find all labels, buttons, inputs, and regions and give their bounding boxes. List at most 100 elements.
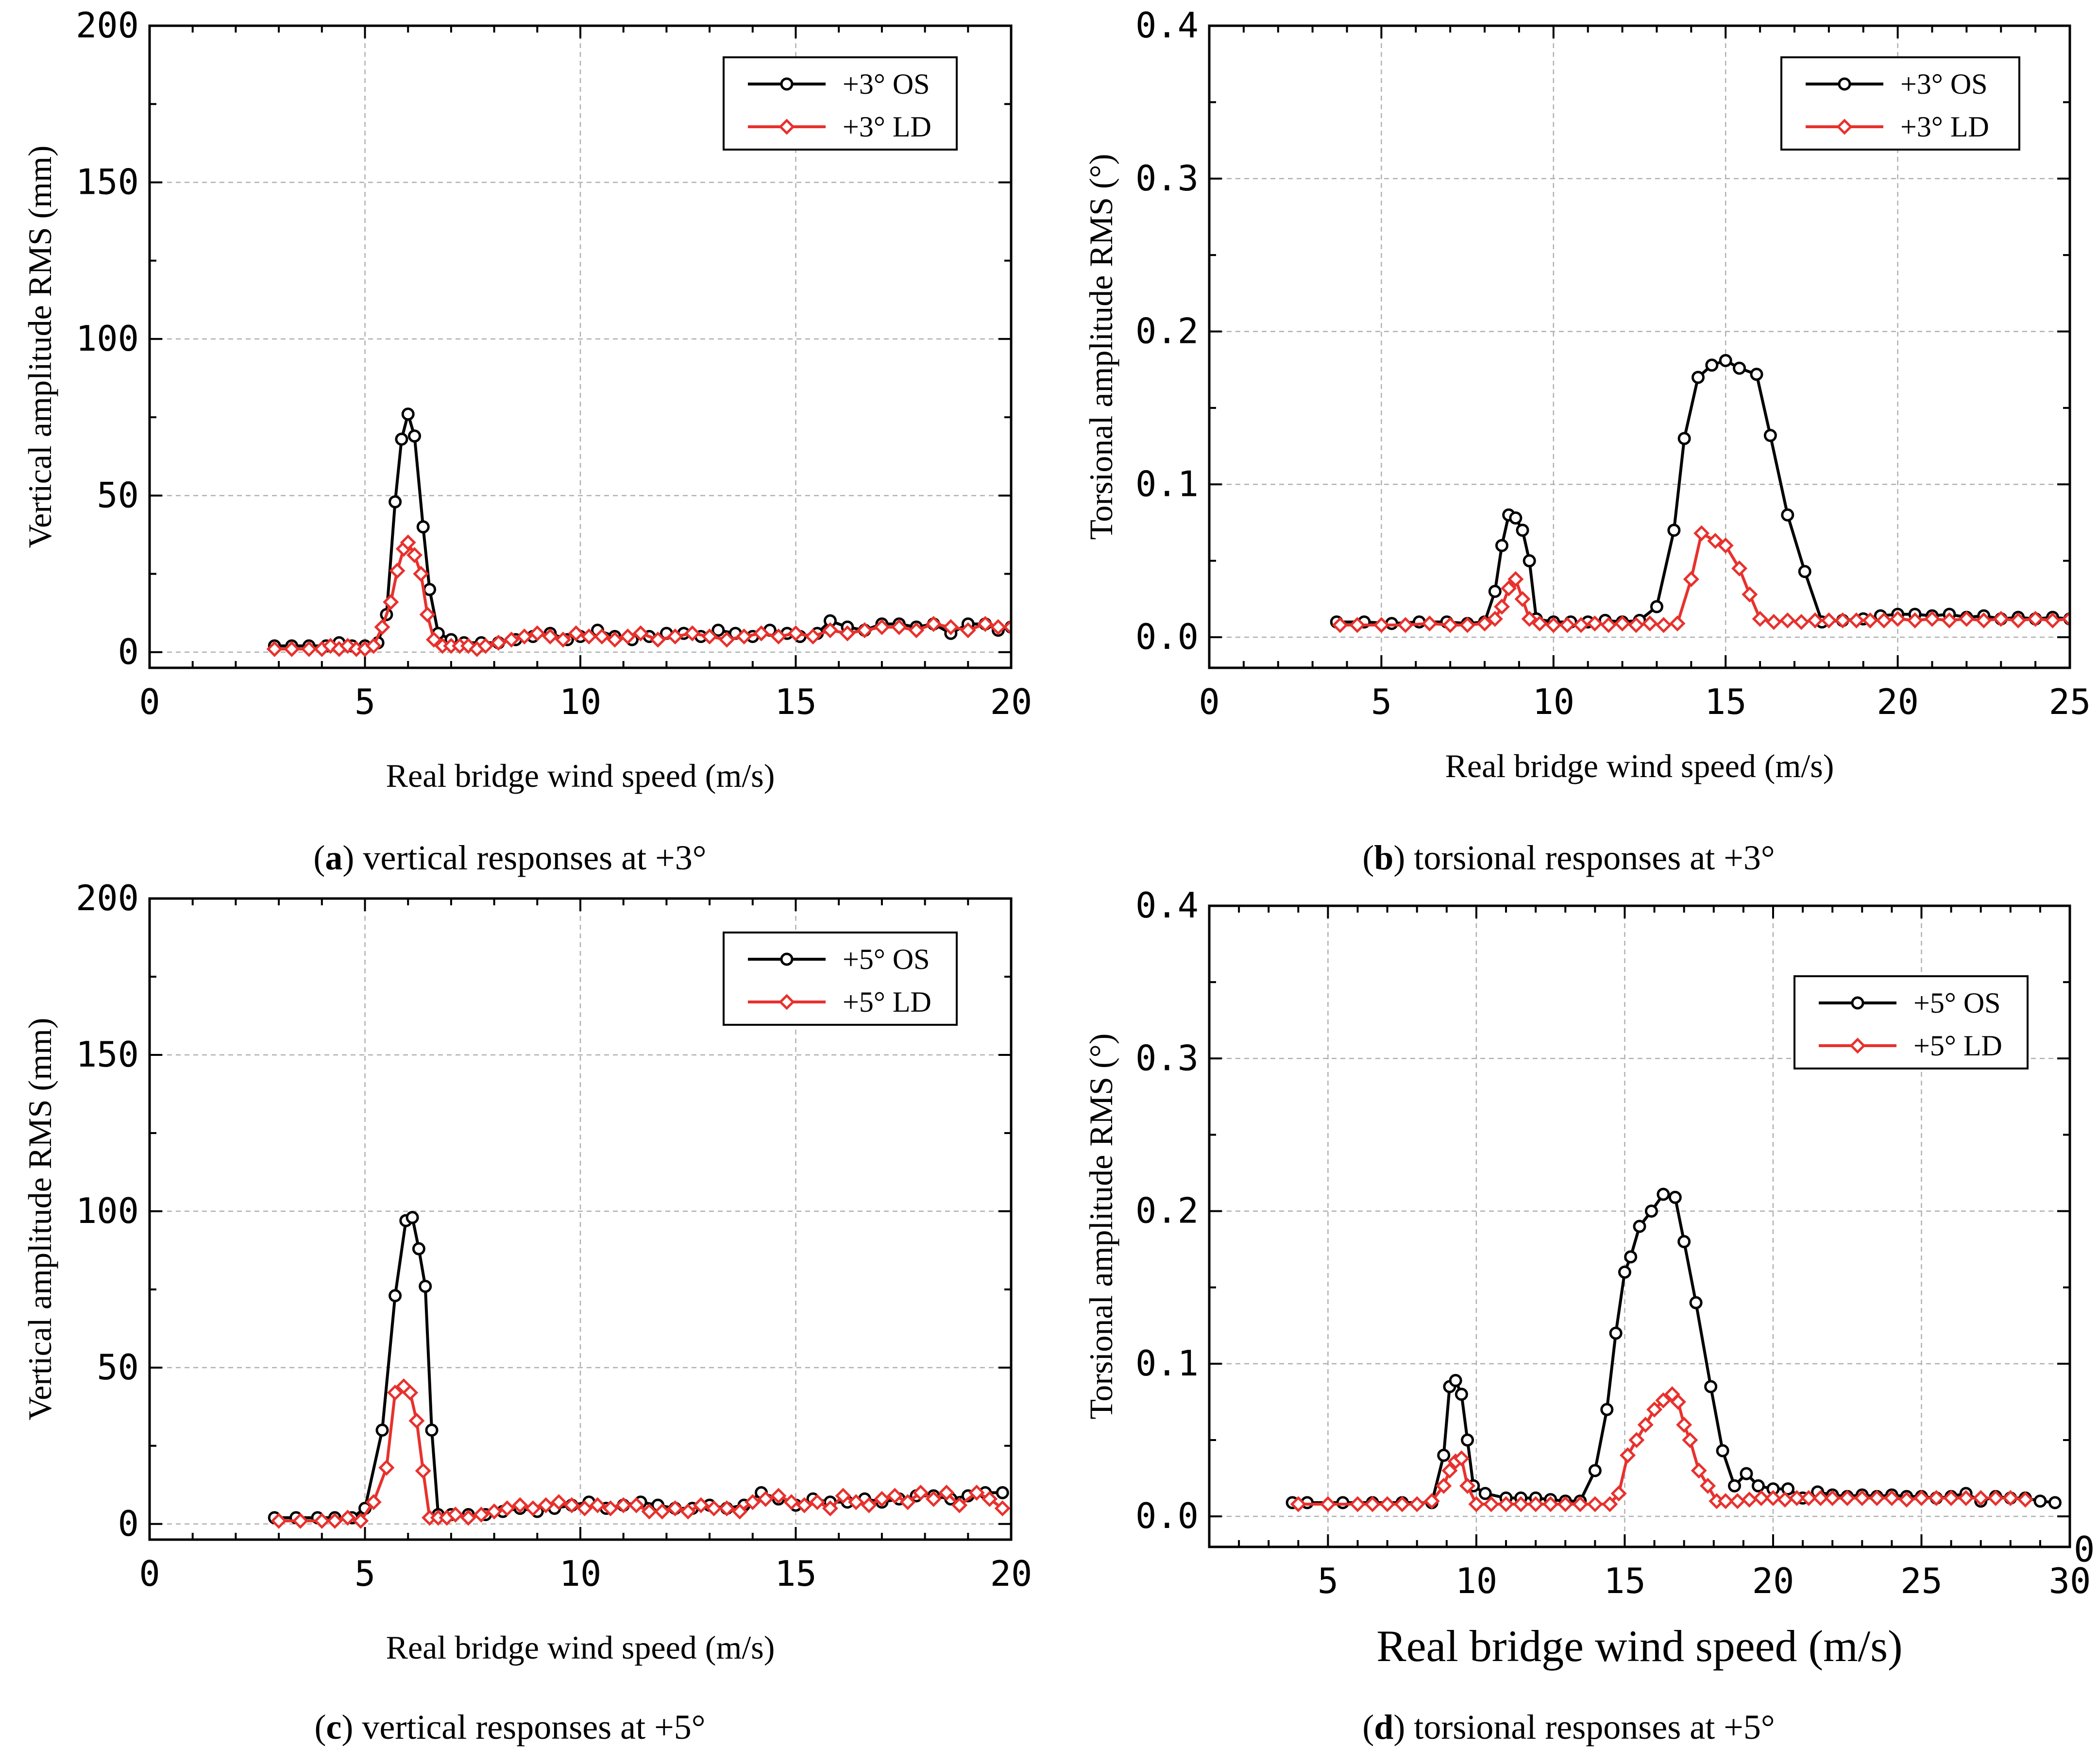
legend-box bbox=[1780, 56, 2020, 151]
data-point-ld bbox=[1898, 1492, 1915, 1508]
data-point-ld bbox=[602, 1500, 619, 1517]
data-point-ld bbox=[1834, 612, 1851, 628]
data-point-ld bbox=[1507, 571, 1524, 587]
data-point-ld bbox=[1646, 1401, 1663, 1418]
data-point-ld bbox=[943, 619, 959, 635]
data-point-ld bbox=[271, 1512, 287, 1529]
data-point-ld bbox=[1557, 1496, 1574, 1512]
data-point-ld bbox=[1973, 1490, 1989, 1506]
x-tick-label: 5 bbox=[355, 1553, 375, 1594]
panel-caption: (c) vertical responses at +5° bbox=[314, 1708, 705, 1747]
legend-marker-circle bbox=[1838, 77, 1851, 91]
data-point-ld bbox=[490, 634, 507, 651]
data-point-ld bbox=[925, 616, 942, 632]
data-point-ld bbox=[990, 619, 1006, 635]
data-point-ld bbox=[1453, 1450, 1470, 1467]
data-point-ld bbox=[615, 1497, 632, 1513]
caption-text: vertical responses at +3° bbox=[354, 838, 706, 877]
data-point-ld bbox=[1542, 1496, 1559, 1512]
data-point-ld bbox=[387, 1384, 404, 1401]
x-tick-label: 25 bbox=[2049, 681, 2091, 722]
data-point-ld bbox=[1779, 612, 1796, 628]
y-tick-label: 0.4 bbox=[1135, 5, 1199, 46]
data-point-os bbox=[1668, 1190, 1682, 1204]
y-tick-label: 50 bbox=[97, 1347, 139, 1388]
chart-panel-d: 5 10 15 20 25 30 0.0 0.1 0.2 0.3 0.4 0 Real bridge w… bbox=[1083, 885, 2095, 1747]
data-point-os bbox=[1781, 1482, 1795, 1496]
data-point-ld bbox=[628, 1497, 644, 1513]
caption-text: vertical responses at +5° bbox=[353, 1708, 705, 1747]
plot-frame bbox=[1208, 904, 2071, 1548]
data-point-ld bbox=[400, 534, 416, 551]
data-point-ld bbox=[1655, 1392, 1672, 1408]
data-point-ld bbox=[770, 1488, 787, 1504]
legend: +5° OS +5° LD bbox=[723, 932, 958, 1026]
data-point-ld bbox=[402, 1384, 419, 1401]
data-point-ld bbox=[1924, 611, 1941, 627]
data-point-ld bbox=[1379, 1496, 1396, 1512]
legend-marker-diamond bbox=[1849, 1037, 1866, 1054]
data-point-os bbox=[2048, 1496, 2062, 1510]
data-point-ld bbox=[981, 1491, 998, 1507]
data-point-ld bbox=[680, 1503, 696, 1520]
data-point-ld bbox=[607, 631, 623, 648]
data-point-ld bbox=[650, 631, 666, 648]
data-point-ld bbox=[1729, 1493, 1746, 1510]
data-point-ld bbox=[848, 1494, 864, 1510]
x-tick-label: 20 bbox=[1877, 681, 1919, 722]
data-point-ld bbox=[1487, 611, 1503, 627]
data-point-ld bbox=[1423, 1493, 1440, 1510]
data-point-ld bbox=[284, 641, 300, 657]
data-point-ld bbox=[822, 1500, 838, 1517]
data-point-ld bbox=[1421, 615, 1438, 632]
y-axis-title: Torsional amplitude RMS (°) bbox=[1083, 1034, 1119, 1420]
data-point-os bbox=[406, 1211, 419, 1224]
data-point-ld bbox=[413, 566, 429, 582]
data-point-ld bbox=[314, 1512, 330, 1529]
data-point-os bbox=[1677, 432, 1691, 445]
y-axis-title: Vertical amplitude RMS (mm) bbox=[21, 1018, 58, 1420]
data-point-ld bbox=[874, 1491, 890, 1507]
x-tick-label: 10 bbox=[1455, 1560, 1498, 1601]
series-line-os bbox=[1292, 1193, 2055, 1504]
data-point-ld bbox=[1493, 598, 1510, 615]
data-point-os bbox=[1600, 1403, 1614, 1416]
data-point-os bbox=[416, 520, 430, 534]
y-tick-label: 0.0 bbox=[1135, 1495, 1199, 1536]
data-point-ld bbox=[731, 1503, 748, 1520]
y-tick-label: 0.3 bbox=[1135, 1037, 1199, 1078]
data-point-ld bbox=[693, 1497, 709, 1513]
caption-paren-close: ) bbox=[342, 838, 354, 877]
legend-marker-circle bbox=[780, 77, 794, 91]
data-point-ld bbox=[1824, 1490, 1841, 1506]
data-point-os bbox=[1588, 1464, 1602, 1477]
y-tick-label: 200 bbox=[76, 878, 139, 918]
data-point-ld bbox=[378, 1459, 395, 1476]
x-axis-title: Real bridge wind speed (m/s) bbox=[1376, 1621, 1902, 1671]
data-point-ld bbox=[1545, 617, 1562, 633]
data-point-ld bbox=[1513, 1496, 1529, 1512]
x-tick-label: 25 bbox=[1900, 1560, 1943, 1601]
data-point-ld bbox=[1928, 1490, 1945, 1506]
data-point-os bbox=[1437, 1448, 1451, 1462]
plot-frame bbox=[1208, 24, 2071, 669]
data-point-os bbox=[1609, 1326, 1623, 1340]
data-point-ld bbox=[2045, 612, 2061, 628]
data-point-ld bbox=[1409, 1496, 1425, 1512]
data-point-ld bbox=[374, 619, 390, 635]
y-tick-label: 0.1 bbox=[1135, 463, 1199, 504]
x-tick-label: 0 bbox=[139, 681, 160, 722]
data-point-os bbox=[1781, 508, 1794, 522]
legend-label: +3° OS bbox=[1900, 68, 1988, 100]
data-point-ld bbox=[908, 622, 925, 639]
data-point-ld bbox=[809, 1494, 826, 1510]
x-axis-title: Real bridge wind speed (m/s) bbox=[386, 757, 775, 794]
data-point-ld bbox=[415, 1462, 431, 1479]
series-line-os bbox=[1337, 359, 2070, 625]
data-point-ld bbox=[968, 1484, 985, 1501]
caption-paren-open: ( bbox=[1362, 1708, 1374, 1747]
plot-area bbox=[266, 407, 1011, 657]
data-point-ld bbox=[1869, 1490, 1885, 1506]
data-point-ld bbox=[719, 631, 735, 648]
